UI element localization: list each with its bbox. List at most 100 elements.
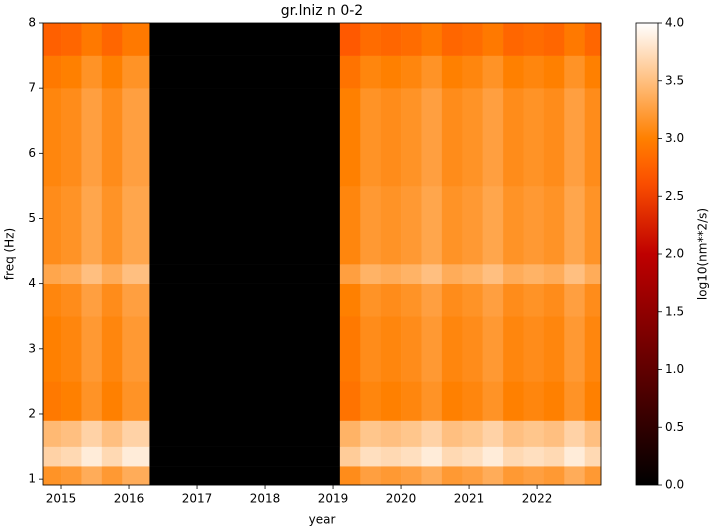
heatmap-cell [503,55,524,89]
heatmap-cell [149,446,341,467]
heatmap-cell [81,23,103,56]
heatmap-cell [462,420,483,447]
heatmap-cell [122,466,150,486]
colorbar-tick-label: 3.5 [665,73,684,87]
heatmap-cell [503,420,524,447]
colorbar-tick-label: 4.0 [665,16,684,30]
heatmap-cell [61,23,82,56]
heatmap-cell [339,55,361,89]
heatmap-cell [462,446,483,467]
x-axis-label: year [309,513,336,527]
heatmap-cell [584,23,602,56]
heatmap-cell [339,23,361,56]
heatmap-cell [401,420,422,447]
heatmap-cell [421,466,443,486]
heatmap-cell [360,283,381,317]
heatmap-cell [584,185,602,265]
colorbar-tick-label: 1.5 [665,304,684,318]
heatmap-cell [482,88,504,187]
heatmap-cell [584,316,602,382]
heatmap-cell [584,466,602,486]
colorbar-tick-label: 0.5 [665,420,684,434]
heatmap-cell [584,264,602,284]
heatmap-cell [462,88,483,187]
heatmap-cell [149,23,341,56]
heatmap-cell [122,446,150,467]
heatmap-cell [122,55,150,89]
heatmap-cell [101,283,123,317]
heatmap-cell [503,283,524,317]
x-tick-label: 2020 [386,492,417,506]
heatmap-cell [564,316,585,382]
heatmap-cell [380,381,402,421]
heatmap-cell [401,185,422,265]
heatmap-cell [43,185,62,265]
heatmap-cell [564,88,585,187]
heatmap-cell [380,466,402,486]
heatmap-cell [149,88,341,187]
heatmap-cell [339,420,361,447]
heatmap-cell [360,381,381,421]
heatmap-cell [441,466,463,486]
heatmap-cell [101,381,123,421]
heatmap-cell [360,420,381,447]
heatmap-cell [523,23,545,56]
heatmap-cell [360,316,381,382]
heatmap-cell [462,283,483,317]
heatmap-cell [101,466,123,486]
heatmap-cell [81,446,103,467]
heatmap-cell [523,264,545,284]
heatmap-cell [43,381,62,421]
heatmap-cell [441,316,463,382]
x-tick-label: 2016 [114,492,145,506]
heatmap-cell [584,283,602,317]
heatmap-cell [81,283,103,317]
heatmap-cell [543,55,565,89]
heatmap-cell [101,23,123,56]
heatmap-cell [584,55,602,89]
heatmap-cell [564,466,585,486]
heatmap-cell [523,55,545,89]
heatmap-cell [482,466,504,486]
x-tick-label: 2017 [182,492,213,506]
colorbar-tick-label: 2.0 [665,247,684,261]
heatmap-cell [482,381,504,421]
heatmap-cell [441,446,463,467]
heatmap-cell [43,283,62,317]
heatmap-cell [101,55,123,89]
heatmap-cell [564,446,585,467]
heatmap-cell [101,264,123,284]
heatmap-cell [101,420,123,447]
heatmap-cell [441,264,463,284]
heatmap-cell [523,446,545,467]
heatmap-cell [584,88,602,187]
heatmap-cell [339,381,361,421]
heatmap-cell [421,316,443,382]
heatmap-cell [380,283,402,317]
heatmap-cell [543,283,565,317]
heatmap-cell [523,420,545,447]
heatmap-cell [360,264,381,284]
colorbar-tick-label: 0.0 [665,478,684,492]
heatmap-cell [122,316,150,382]
heatmap-cell [441,185,463,265]
heatmap-cell [482,23,504,56]
heatmap-cell [421,88,443,187]
heatmap-cell [543,381,565,421]
heatmap-cell [503,23,524,56]
heatmap-cell [462,316,483,382]
heatmap-cell [101,88,123,187]
heatmap-cell [122,283,150,317]
heatmap-cell [523,466,545,486]
heatmap-cell [523,88,545,187]
heatmap-cell [441,420,463,447]
heatmap-cell [401,466,422,486]
heatmap-cell [421,446,443,467]
heatmap-cell [441,283,463,317]
heatmap-cell [564,381,585,421]
heatmap-cell [339,185,361,265]
heatmap-cell [543,23,565,56]
y-tick-label: 4 [28,276,36,290]
heatmap-cell [503,88,524,187]
